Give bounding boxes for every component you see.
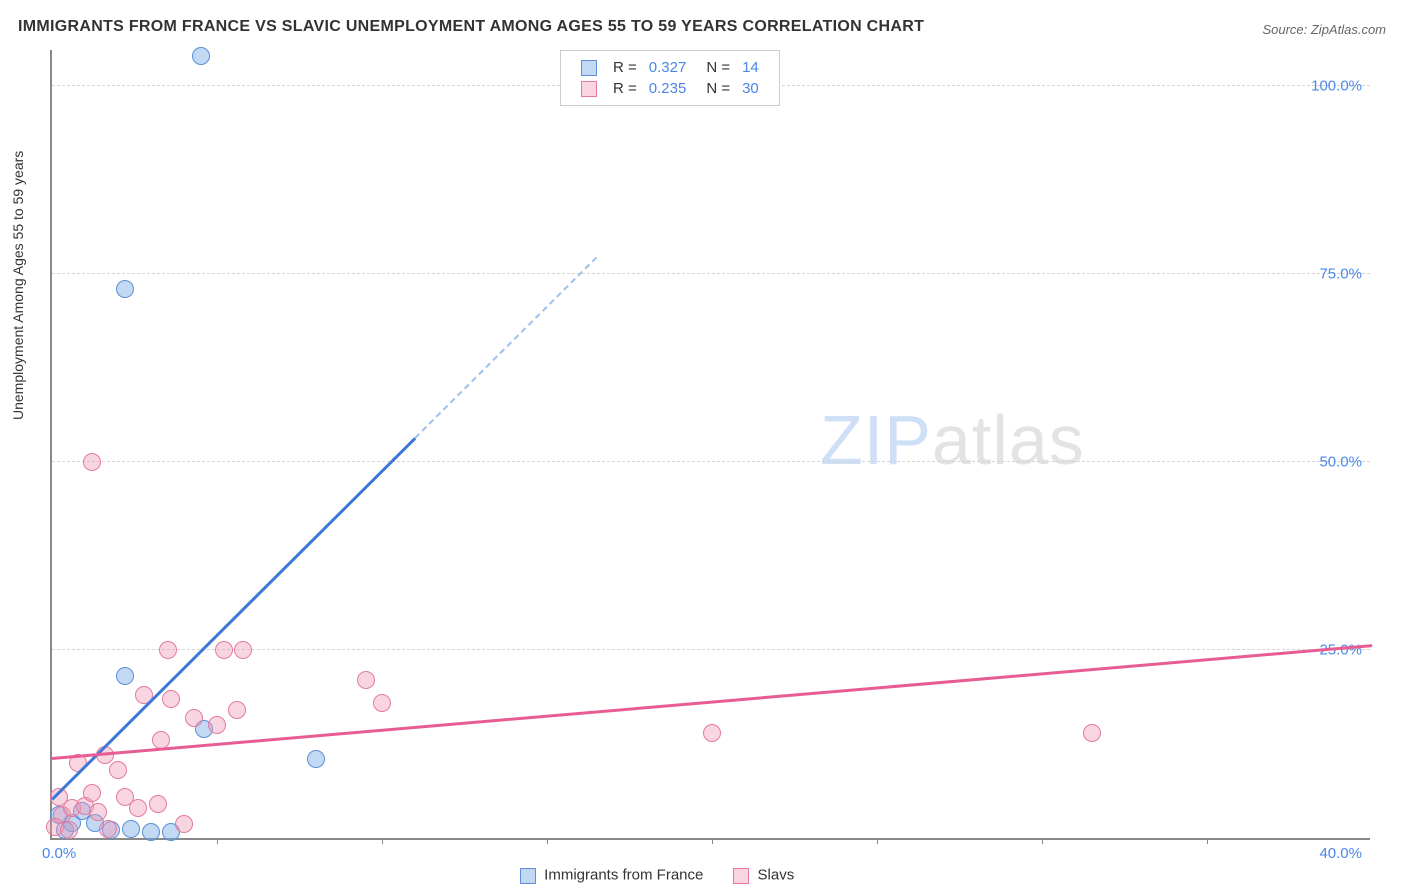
legend-n-label: N =: [692, 78, 736, 99]
legend-r-value: 0.235: [643, 78, 693, 99]
legend-correlation: R =0.327N =14R =0.235N =30: [560, 50, 780, 106]
legend-swatch: [733, 868, 749, 884]
data-point: [307, 750, 325, 768]
grid-line: [52, 461, 1370, 462]
x-tick-mark: [877, 838, 878, 844]
legend-n-value: 30: [736, 78, 765, 99]
data-point: [122, 820, 140, 838]
data-point: [129, 799, 147, 817]
legend-swatch: [581, 81, 597, 97]
legend-n-label: N =: [692, 57, 736, 78]
legend-series-label: Slavs: [753, 867, 794, 884]
data-point: [159, 641, 177, 659]
x-tick-mark: [712, 838, 713, 844]
legend-row: R =0.235N =30: [575, 78, 765, 99]
legend-r-value: 0.327: [643, 57, 693, 78]
trend-line: [51, 437, 416, 800]
data-point: [116, 667, 134, 685]
y-tick-label: 100.0%: [1311, 77, 1362, 94]
legend-series: Immigrants from France Slavs: [520, 866, 794, 884]
legend-n-value: 14: [736, 57, 765, 78]
trend-line: [414, 257, 597, 439]
data-point: [175, 815, 193, 833]
data-point: [83, 784, 101, 802]
plot-area: 25.0%50.0%75.0%100.0%0.0%40.0%: [50, 50, 1370, 840]
legend-r-label: R =: [607, 57, 643, 78]
data-point: [109, 761, 127, 779]
data-point: [116, 280, 134, 298]
legend-swatch: [520, 868, 536, 884]
data-point: [162, 690, 180, 708]
data-point: [99, 820, 117, 838]
data-point: [192, 47, 210, 65]
data-point: [149, 795, 167, 813]
data-point: [215, 641, 233, 659]
x-tick-mark: [1207, 838, 1208, 844]
x-tick-mark: [217, 838, 218, 844]
source-label: Source: ZipAtlas.com: [1262, 22, 1386, 37]
data-point: [357, 671, 375, 689]
x-tick-label: 40.0%: [1319, 845, 1362, 862]
legend-series-label: Immigrants from France: [540, 867, 703, 884]
x-tick-mark: [547, 838, 548, 844]
data-point: [60, 821, 78, 839]
y-tick-label: 50.0%: [1319, 453, 1362, 470]
y-tick-label: 75.0%: [1319, 265, 1362, 282]
trend-line: [52, 644, 1372, 759]
data-point: [89, 803, 107, 821]
y-axis-label: Unemployment Among Ages 55 to 59 years: [10, 151, 26, 420]
x-tick-label: 0.0%: [42, 845, 76, 862]
data-point: [142, 823, 160, 841]
grid-line: [52, 273, 1370, 274]
data-point: [228, 701, 246, 719]
legend-r-label: R =: [607, 78, 643, 99]
legend-swatch: [581, 60, 597, 76]
chart-title: IMMIGRANTS FROM FRANCE VS SLAVIC UNEMPLO…: [18, 18, 924, 36]
data-point: [234, 641, 252, 659]
data-point: [1083, 724, 1101, 742]
data-point: [208, 716, 226, 734]
data-point: [185, 709, 203, 727]
x-tick-mark: [1042, 838, 1043, 844]
data-point: [373, 694, 391, 712]
data-point: [83, 453, 101, 471]
data-point: [703, 724, 721, 742]
legend-row: R =0.327N =14: [575, 57, 765, 78]
x-tick-mark: [382, 838, 383, 844]
